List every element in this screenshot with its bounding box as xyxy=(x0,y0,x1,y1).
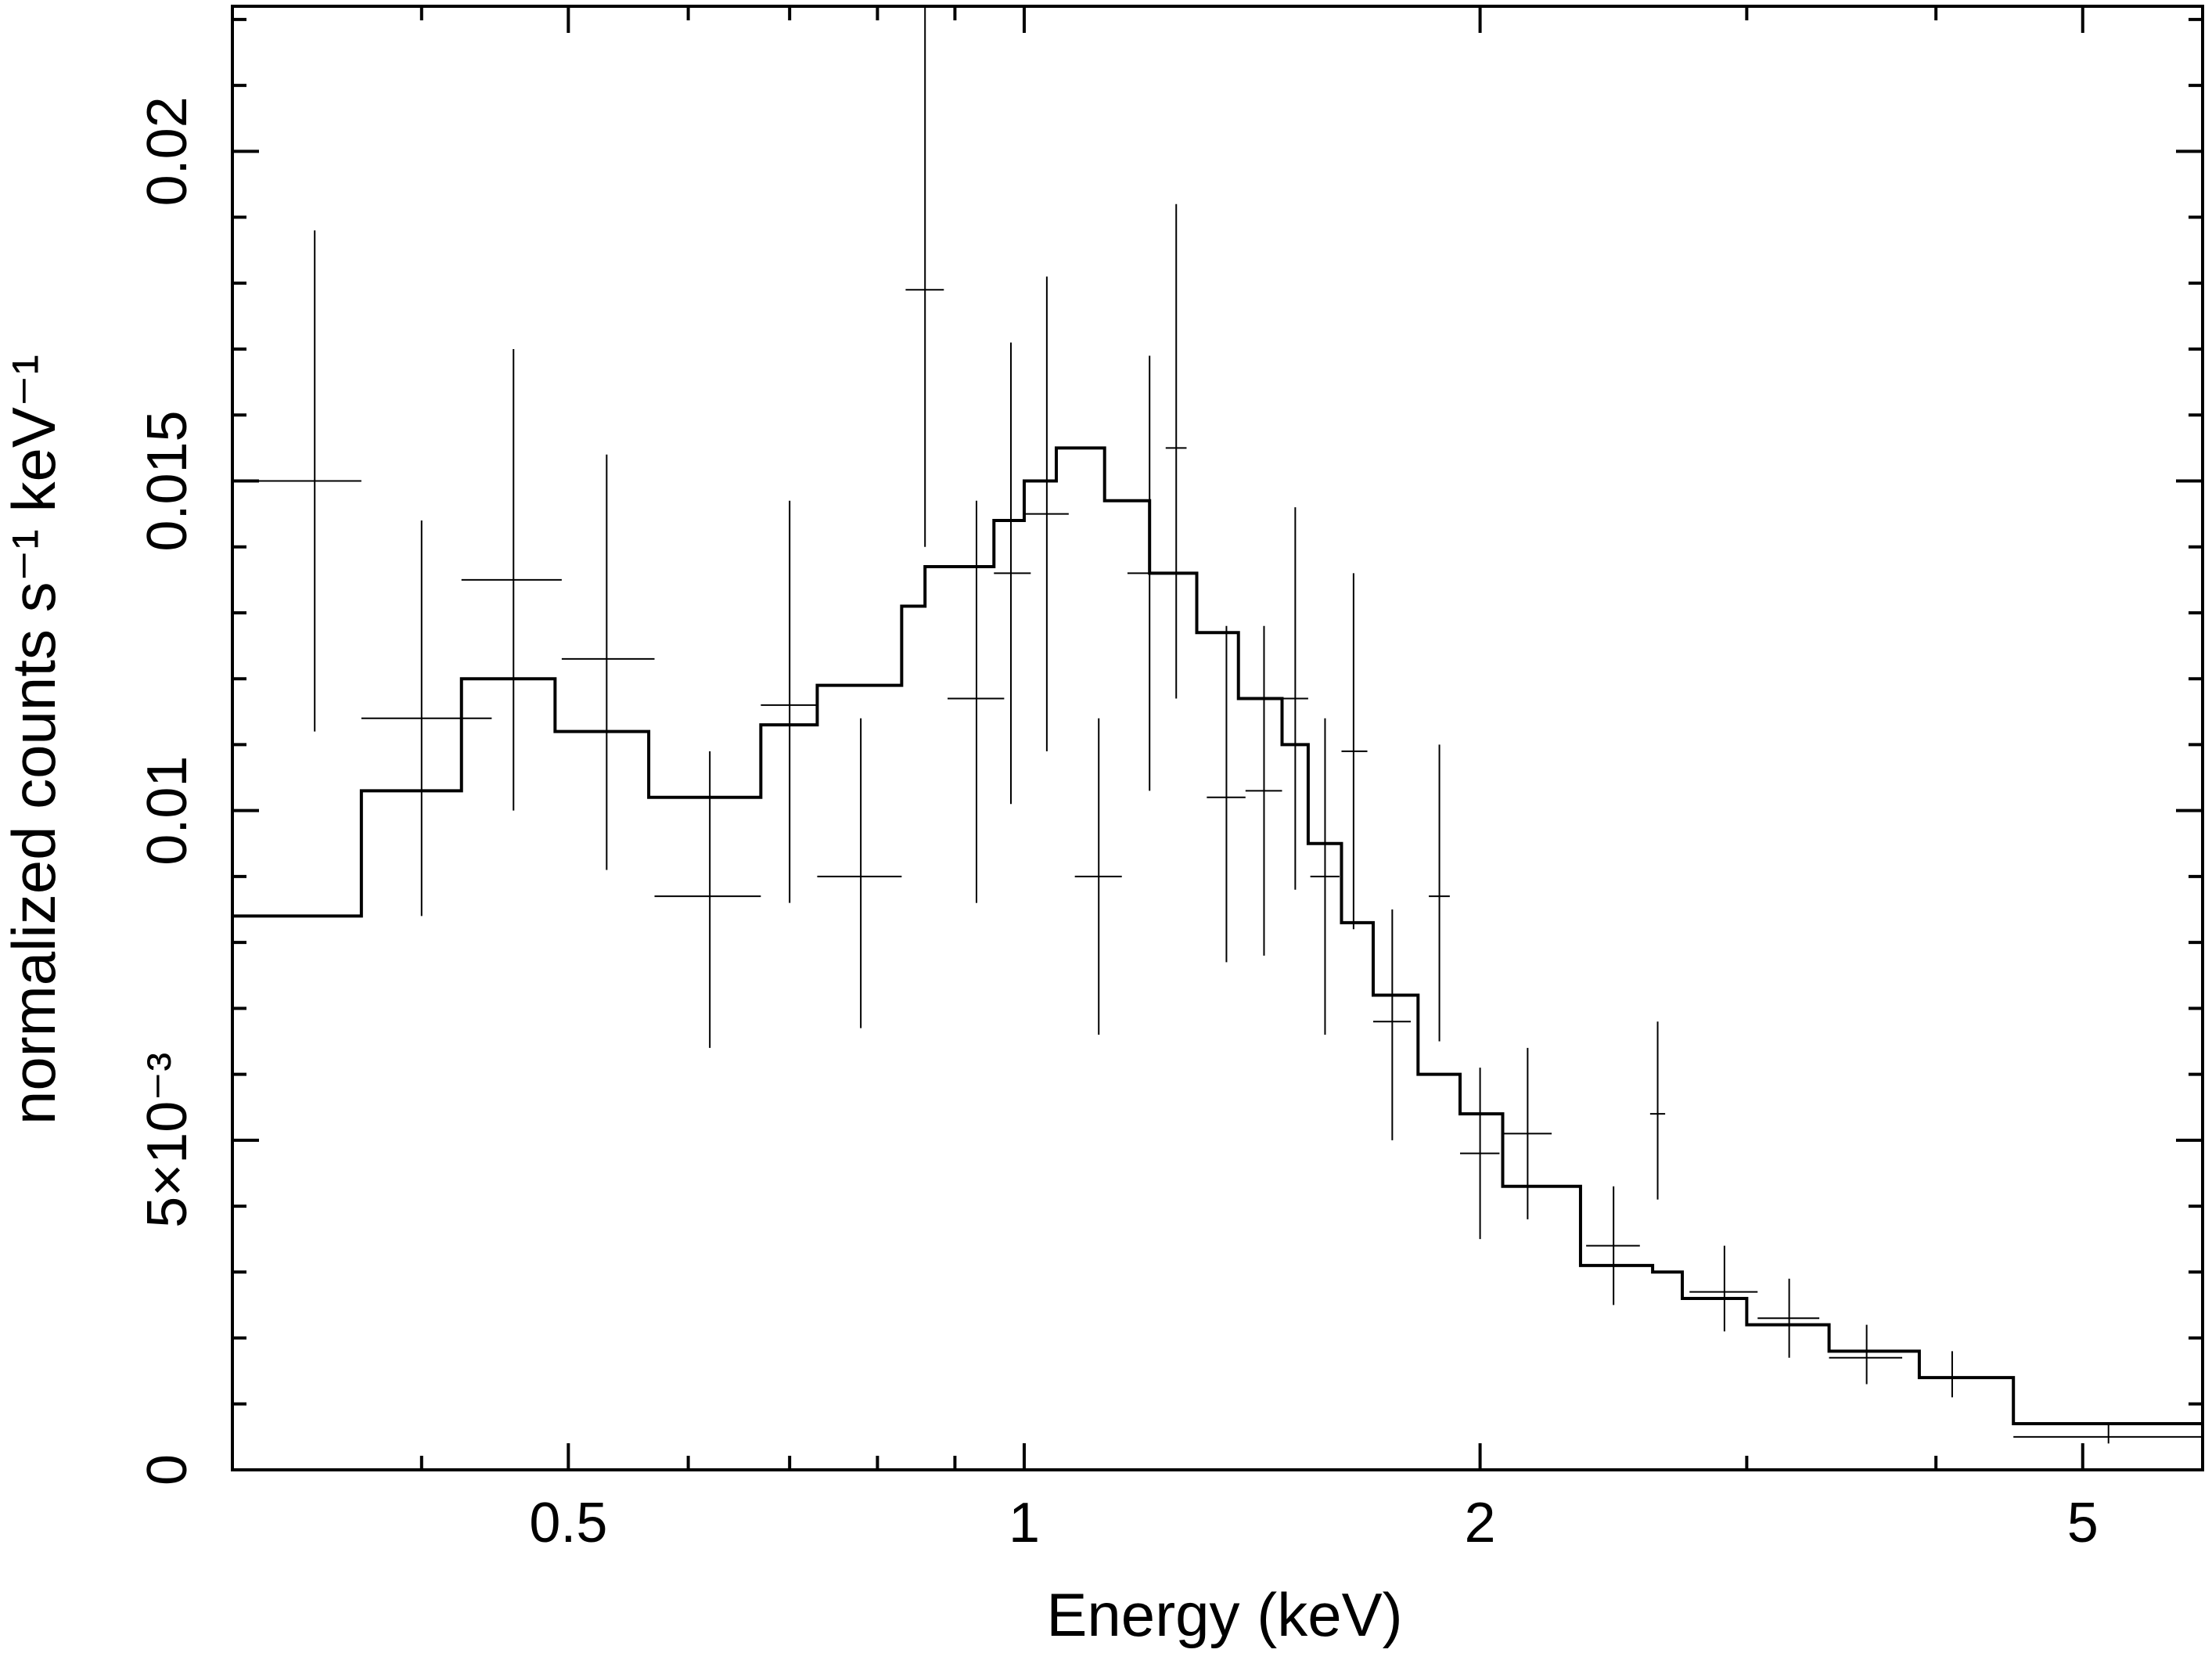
data-point xyxy=(1165,203,1187,699)
data-point xyxy=(1429,744,1450,1042)
x-axis-title: Energy (keV) xyxy=(1046,1580,1402,1649)
data-point xyxy=(1372,909,1412,1140)
plot-frame xyxy=(231,5,2204,1471)
data-point xyxy=(1310,718,1340,1035)
y-axis-title: normalized counts s⁻¹ keV⁻¹ xyxy=(0,355,68,1125)
data-point xyxy=(2013,1424,2203,1444)
x-tick-label: 5 xyxy=(2067,1492,2099,1554)
model-step-series xyxy=(232,446,2203,1426)
x-tick-label: 0.5 xyxy=(529,1492,607,1554)
data-points-series xyxy=(232,6,2203,1444)
y-tick-label: 0.02 xyxy=(136,96,199,206)
data-point xyxy=(1502,1047,1552,1219)
data-point xyxy=(1689,1245,1758,1332)
x-tick-label: 1 xyxy=(1009,1492,1040,1554)
data-point xyxy=(994,342,1031,805)
data-point xyxy=(561,454,655,870)
data-point xyxy=(361,520,492,917)
data-point xyxy=(905,6,944,547)
y-tick-label: 0 xyxy=(136,1454,199,1486)
x-tick-label: 2 xyxy=(1465,1492,1496,1554)
tick-labels: 0.5 1 2 5 0 5×10⁻³ 0.01 0.015 0.02 xyxy=(136,96,2099,1554)
data-point xyxy=(1282,507,1308,890)
data-point xyxy=(654,751,761,1048)
data-point xyxy=(948,500,1005,903)
ticks xyxy=(231,6,2204,1471)
y-tick-label: 5×10⁻³ xyxy=(136,1053,199,1228)
data-point xyxy=(817,718,902,1028)
data-point xyxy=(1586,1186,1640,1305)
model-step-line xyxy=(232,446,2203,1426)
data-point xyxy=(761,500,818,903)
data-point xyxy=(1127,355,1171,791)
data-point xyxy=(1649,1021,1666,1200)
data-point xyxy=(1919,1351,1984,1398)
data-point xyxy=(1341,573,1368,930)
y-tick-label: 0.015 xyxy=(136,410,199,551)
data-point xyxy=(1245,625,1282,956)
data-point xyxy=(1023,276,1069,751)
data-point xyxy=(1757,1278,1820,1358)
data-point xyxy=(1074,718,1122,1035)
data-point xyxy=(461,349,562,811)
axes xyxy=(231,5,2204,1471)
data-point xyxy=(1207,625,1246,963)
data-point xyxy=(1459,1068,1500,1240)
data-point xyxy=(1829,1324,1903,1385)
y-tick-label: 0.01 xyxy=(136,756,199,866)
